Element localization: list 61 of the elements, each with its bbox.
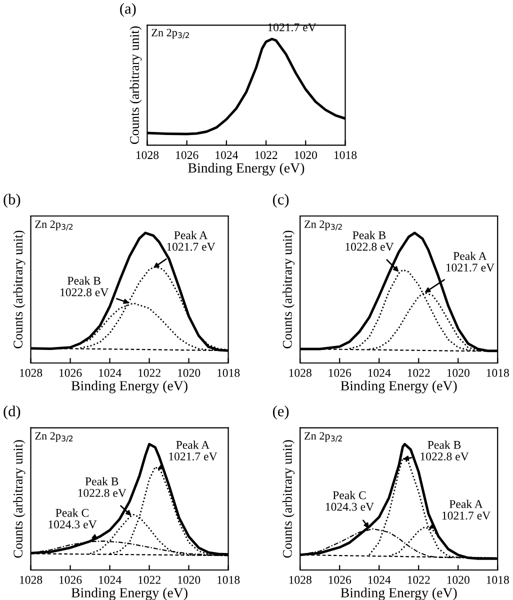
x-tick-label: 1022 <box>138 576 160 584</box>
text: Zn 2p$_{3/2}$ <box>35 432 73 442</box>
text: Zn 2p$_{3/2}$ <box>304 220 342 230</box>
x-tick-label: 1024 <box>368 576 391 584</box>
chart-title: (c) <box>273 194 289 208</box>
chart-title: (e) <box>273 406 289 420</box>
chart-title: (b) <box>4 194 20 208</box>
chart-title: (d) <box>4 406 20 420</box>
annotation: Peak C 1024.3 eV <box>326 490 374 511</box>
y-axis-title: Counts (arbitrary unit) <box>13 230 26 348</box>
x-tick-label: 1028 <box>20 576 42 584</box>
x-tick-label: 1020 <box>294 151 317 160</box>
annotation: Peak C 1024.3 eV <box>48 508 97 528</box>
x-tick-label: 1026 <box>176 151 198 160</box>
annotation: Peak B 1022.8 eV <box>346 230 394 251</box>
x-tick-label: 1028 <box>289 368 312 377</box>
x-axis-title: Binding Energy (eV) <box>340 588 457 600</box>
y-axis-title: Counts (arbitrary unit) <box>13 440 26 558</box>
annotation: Peak A 1021.7 eV <box>167 230 216 251</box>
x-tick-label: 1028 <box>289 576 312 584</box>
annotation: Peak B 1022.8 eV <box>78 477 126 497</box>
annotation: Peak B 1022.8 eV <box>420 440 469 460</box>
x-tick-label: 1018 <box>486 368 509 377</box>
annotation: Peak A 1021.7 eV <box>446 252 494 272</box>
x-tick-label: 1020 <box>447 576 470 584</box>
x-tick-label: 1024 <box>99 576 122 584</box>
x-tick-label: 1026 <box>60 368 82 377</box>
text: Zn 2p$_{3/2}$ <box>304 432 342 442</box>
x-tick-label: 1018 <box>218 368 240 377</box>
x-tick-label: 1020 <box>178 368 200 377</box>
annotation: Peak A 1021.7 eV <box>442 500 490 520</box>
y-axis-title: Counts (arbitrary unit) <box>130 26 142 144</box>
x-tick-label: 1024 <box>368 368 391 377</box>
chart-title: (a) <box>120 3 136 17</box>
x-tick-label: 1022 <box>255 151 278 160</box>
x-axis-title: Binding Energy (eV) <box>340 380 457 394</box>
x-tick-label: 1024 <box>216 151 238 160</box>
text: Zn 2p$_{3/2}$ <box>152 28 189 39</box>
x-axis-title: Binding Energy (eV) <box>71 380 188 394</box>
annotation: Peak B 1022.8 eV <box>60 276 109 296</box>
x-tick-label: 1018 <box>486 576 509 584</box>
annotation: 1021.7 eV <box>268 23 316 32</box>
annotation: Peak A 1021.7 eV <box>169 440 218 460</box>
y-axis-title: Counts (arbitrary unit) <box>282 440 295 558</box>
x-tick-label: 1024 <box>99 368 122 377</box>
y-axis-title: Counts (arbitrary unit) <box>282 230 295 348</box>
x-tick-label: 1018 <box>218 576 240 584</box>
x-tick-label: 1018 <box>334 151 357 160</box>
x-tick-label: 1022 <box>408 368 430 377</box>
x-tick-label: 1020 <box>178 576 200 584</box>
x-axis-title: Binding Energy (eV) <box>71 588 188 600</box>
x-tick-label: 1026 <box>328 368 352 377</box>
text: Zn 2p$_{3/2}$ <box>35 220 73 230</box>
x-axis-title: Binding Energy (eV) <box>188 162 304 176</box>
x-tick-label: 1022 <box>408 576 430 584</box>
x-tick-label: 1020 <box>447 368 470 377</box>
x-tick-label: 1028 <box>20 368 42 377</box>
x-tick-label: 1026 <box>328 576 352 584</box>
x-tick-label: 1026 <box>60 576 82 584</box>
x-tick-label: 1022 <box>138 368 160 377</box>
x-tick-label: 1028 <box>136 151 159 160</box>
